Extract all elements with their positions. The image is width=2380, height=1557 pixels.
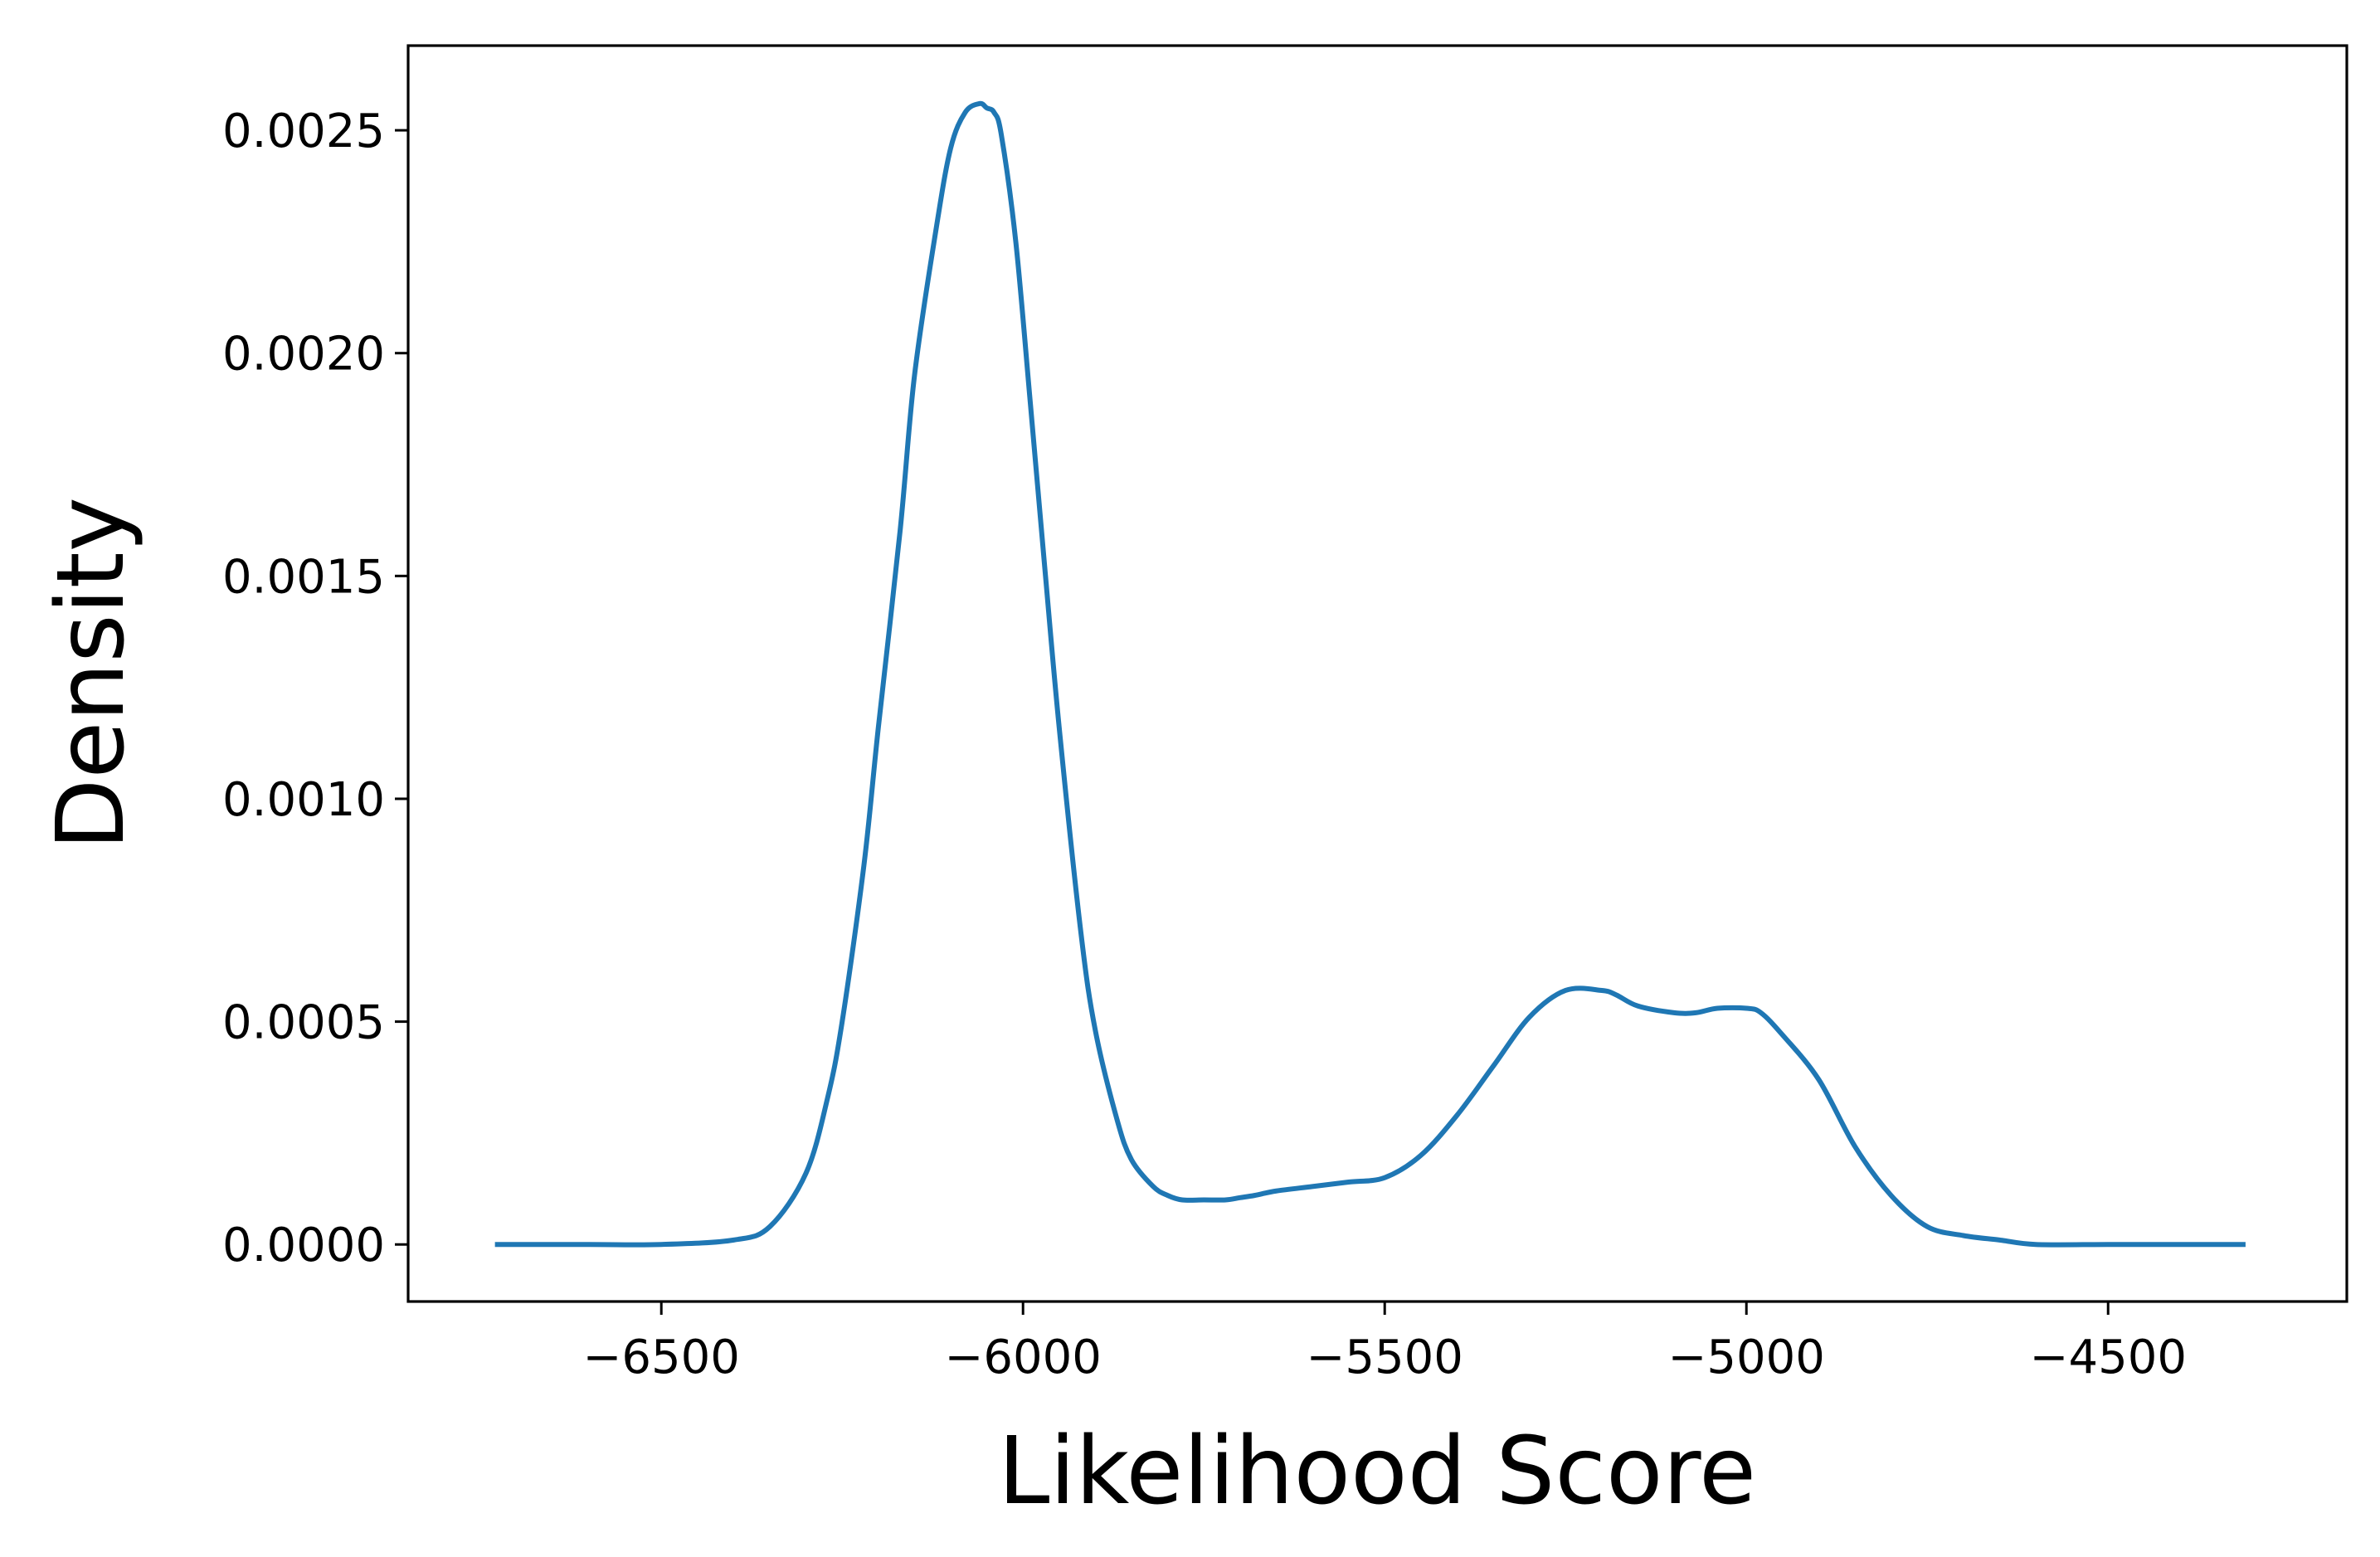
- density-series-line: [494, 100, 2246, 1248]
- y-tick-label: 0.0025: [222, 105, 385, 158]
- y-tick-label: 0.0015: [222, 550, 385, 604]
- y-tick-label: 0.0020: [222, 328, 385, 382]
- y-axis-label: Density: [37, 497, 145, 850]
- plot-frame: [406, 44, 2348, 1303]
- x-tick-label: −4500: [2030, 1331, 2187, 1384]
- y-tick-label: 0.0005: [222, 996, 385, 1050]
- x-tick-label: −6500: [582, 1331, 739, 1384]
- ticks-layer: −6500 −6000 −5500 −5000 −4500 0.0000 0.0005 0.0…: [222, 105, 2187, 1384]
- x-tick-label: −5500: [1307, 1331, 1463, 1384]
- x-tick-label: −5000: [1668, 1331, 1825, 1384]
- y-tick-label: 0.0010: [222, 773, 385, 827]
- y-tick-label: 0.0000: [222, 1219, 385, 1272]
- series-layer: [494, 100, 2246, 1248]
- x-axis-label: Likelihood Score: [998, 1418, 1756, 1525]
- x-tick-label: −6000: [944, 1331, 1101, 1384]
